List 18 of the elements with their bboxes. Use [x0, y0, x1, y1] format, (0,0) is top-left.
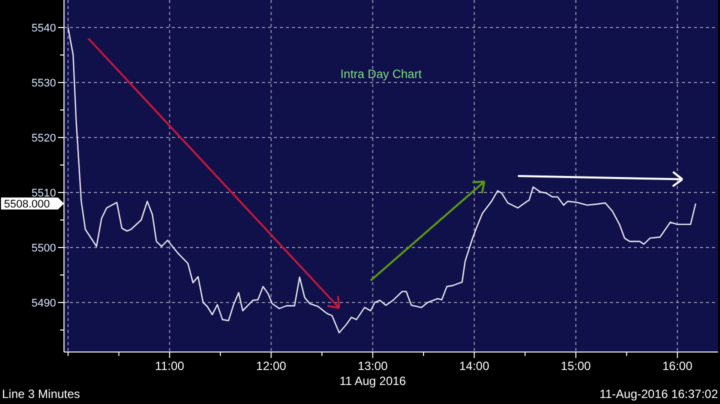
text: Intra Day Chart — [340, 67, 422, 81]
x-axis-title: 11 Aug 2016 — [339, 374, 406, 388]
x-tick-label: 14:00 — [459, 359, 490, 373]
y-tick-label: 5510 — [32, 187, 56, 200]
x-tick-label: 16:00 — [662, 359, 693, 373]
y-tick-label: 5490 — [32, 297, 56, 310]
x-tick-label: 12:00 — [256, 359, 287, 373]
line-series — [67, 26, 696, 334]
y-tick-label: 5500 — [32, 242, 56, 254]
x-tick-label: 15:00 — [560, 359, 592, 373]
text: 11-Aug-2016 16:37:02 — [599, 387, 718, 401]
x-tick-label: 13:00 — [358, 359, 388, 373]
y-tick-label: 5520 — [32, 132, 56, 144]
x-tick-label: 11:00 — [155, 359, 185, 373]
y-tick-label: 5530 — [32, 77, 56, 90]
text: Line 3 Minutes — [2, 387, 80, 401]
y-tick-label: 5540 — [32, 22, 56, 34]
text: 5508.000 — [4, 198, 50, 210]
